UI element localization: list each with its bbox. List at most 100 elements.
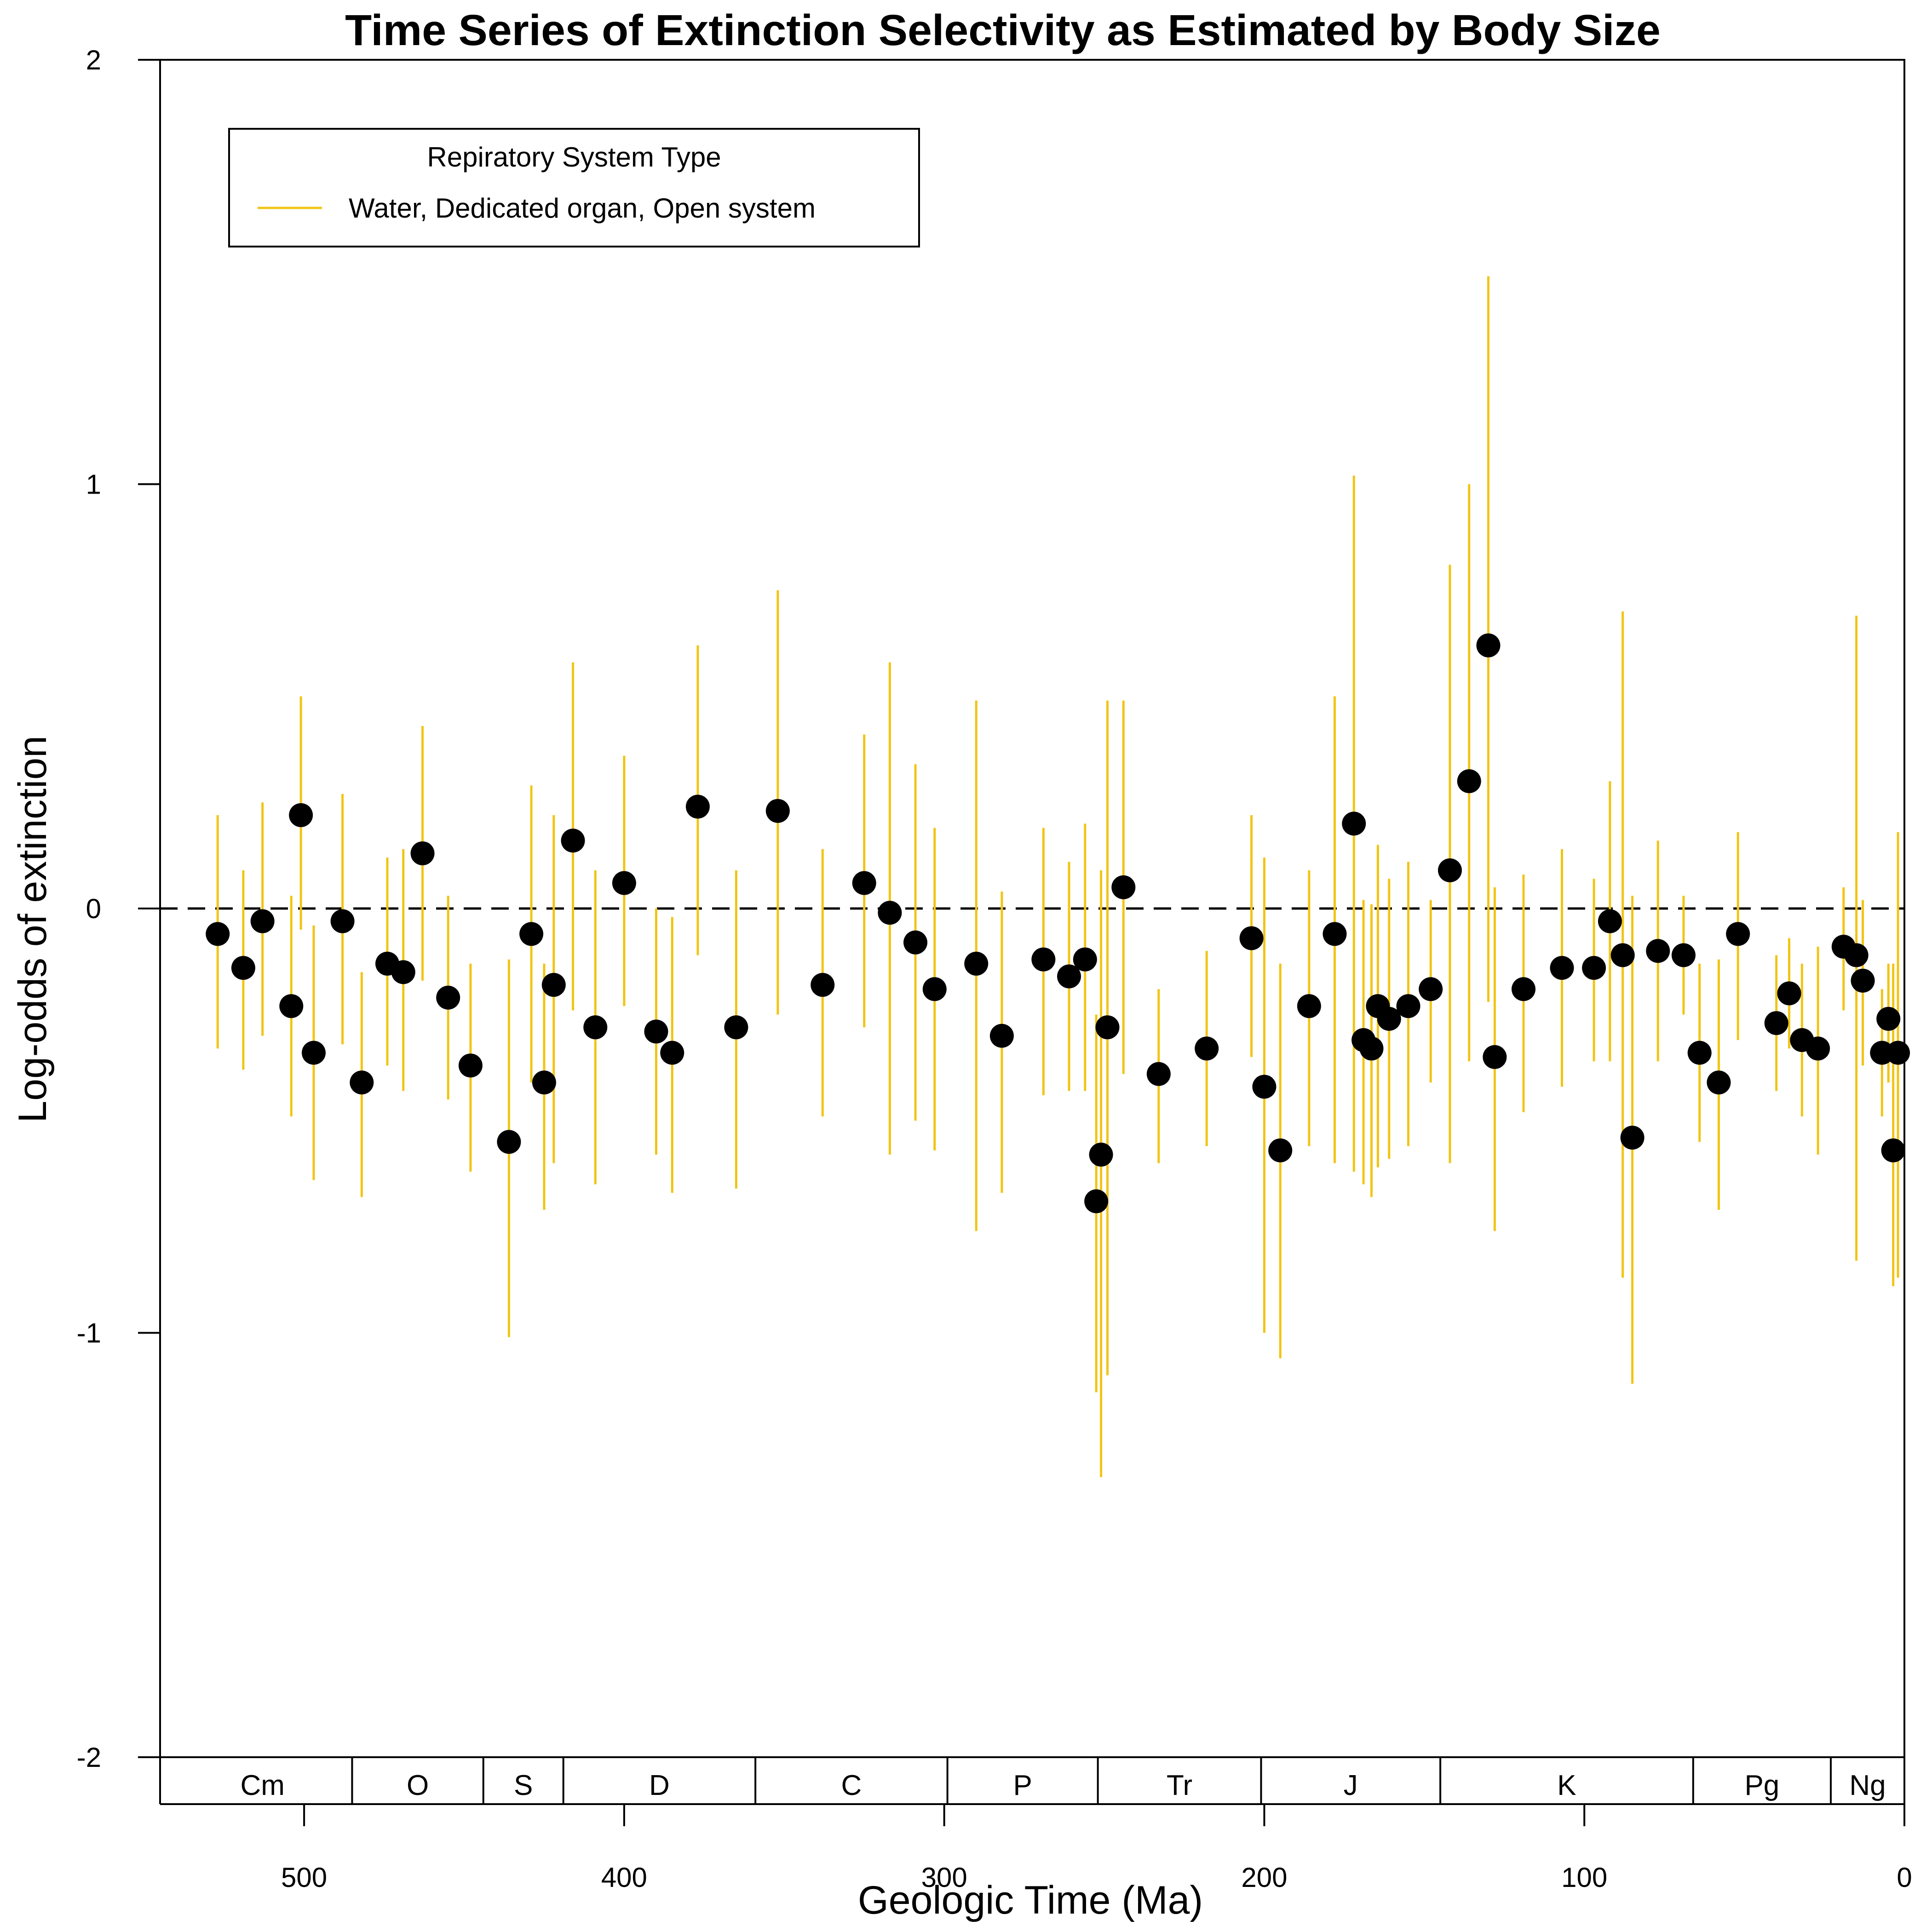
error-bars (216, 276, 1899, 1478)
x-tick-label: 0 (1897, 1862, 1912, 1893)
y-tick-label: 1 (86, 469, 101, 500)
data-point (1476, 633, 1501, 658)
data-point (1806, 1036, 1830, 1061)
period-label: Tr (1167, 1770, 1192, 1801)
data-point (1777, 981, 1801, 1006)
data-point (922, 977, 947, 1001)
x-axis: 500 400 300 200 100 0 (281, 1804, 1912, 1893)
data-point (1084, 1189, 1109, 1213)
data-point (350, 1070, 374, 1095)
data-point (1342, 811, 1366, 836)
data-point (1550, 956, 1574, 980)
period-label: O (407, 1770, 429, 1801)
x-tick-label: 400 (601, 1862, 647, 1893)
period-label: K (1557, 1770, 1576, 1801)
data-point (250, 909, 275, 933)
data-point (497, 1130, 521, 1154)
legend-title: Repiratory System Type (427, 142, 721, 172)
y-tick-label: 2 (86, 45, 101, 75)
data-point (1322, 922, 1347, 946)
data-point (852, 871, 876, 895)
data-point (1707, 1070, 1731, 1095)
data-point (685, 794, 710, 819)
data-point (964, 951, 989, 976)
period-label: Cm (240, 1770, 284, 1801)
period-label: C (841, 1770, 862, 1801)
period-label: J (1344, 1770, 1358, 1801)
data-point (391, 960, 415, 984)
data-point (561, 828, 585, 853)
data-point (1764, 1011, 1788, 1035)
data-point (1252, 1075, 1276, 1099)
data-point (1089, 1143, 1113, 1167)
legend-box (228, 128, 920, 247)
data-point (1687, 1041, 1712, 1065)
data-point (1073, 947, 1097, 972)
data-point (1610, 943, 1635, 967)
data-point (231, 956, 255, 980)
data-point (1377, 1006, 1401, 1031)
chart-title: Time Series of Extinction Selectivity as… (345, 6, 1661, 55)
x-tick-label: 500 (281, 1862, 327, 1893)
data-point (1396, 994, 1420, 1018)
data-point (532, 1070, 556, 1095)
data-point (1598, 909, 1622, 933)
y-tick-label: 0 (86, 893, 101, 924)
data-point (1851, 968, 1875, 993)
data-point (1438, 858, 1462, 882)
data-point (206, 922, 230, 946)
data-point (1146, 1062, 1171, 1086)
data-point (289, 803, 313, 828)
period-label: D (649, 1770, 670, 1801)
y-axis: -2 -1 0 1 2 (77, 45, 160, 1773)
data-point (1297, 994, 1321, 1018)
data-point (541, 973, 566, 997)
data-point (1886, 1041, 1910, 1065)
period-label: S (514, 1770, 533, 1801)
data-point (765, 799, 790, 823)
data-point (1268, 1138, 1293, 1162)
x-tick-label: 300 (921, 1862, 967, 1893)
data-point (724, 1015, 748, 1040)
data-point (1512, 977, 1536, 1001)
data-point (1483, 1045, 1507, 1069)
period-label: Pg (1744, 1770, 1779, 1801)
data-point (878, 901, 902, 925)
data-point (330, 909, 355, 933)
data-point (660, 1041, 684, 1065)
data-point (1881, 1138, 1905, 1162)
data-point (279, 994, 304, 1018)
data-point (1844, 943, 1869, 967)
y-tick-label: -2 (77, 1742, 101, 1773)
data-point (458, 1053, 483, 1078)
data-point (1419, 977, 1443, 1001)
data-point (1359, 1036, 1384, 1061)
data-point (301, 1041, 326, 1065)
y-tick-label: -1 (77, 1318, 101, 1349)
data-point (1239, 926, 1264, 950)
x-tick-label: 100 (1561, 1862, 1607, 1893)
legend: Repiratory System Type Water, Dedicated … (228, 128, 920, 247)
x-tick-label: 200 (1241, 1862, 1287, 1893)
x-axis-label: Geologic Time (Ma) (858, 1878, 1203, 1922)
data-point (1671, 943, 1696, 967)
y-axis-label: Log-odds of extinction (11, 736, 55, 1122)
data-point (1457, 769, 1481, 794)
data-point (989, 1024, 1014, 1048)
data-point (1876, 1006, 1901, 1031)
data-point (436, 985, 460, 1010)
data-point (1195, 1036, 1219, 1061)
data-point (410, 841, 435, 866)
data-point (612, 871, 636, 895)
data-point (519, 922, 544, 946)
data-point (1726, 922, 1750, 946)
data-point (1582, 956, 1606, 980)
data-point (1646, 939, 1670, 963)
data-points (206, 633, 1910, 1213)
data-point (811, 973, 835, 997)
data-point (1057, 964, 1081, 989)
period-strip: Cm O S D C P Tr J K Pg Ng (159, 1757, 1905, 1805)
legend-entry-label: Water, Dedicated organ, Open system (349, 193, 816, 224)
period-label: Ng (1849, 1770, 1886, 1801)
